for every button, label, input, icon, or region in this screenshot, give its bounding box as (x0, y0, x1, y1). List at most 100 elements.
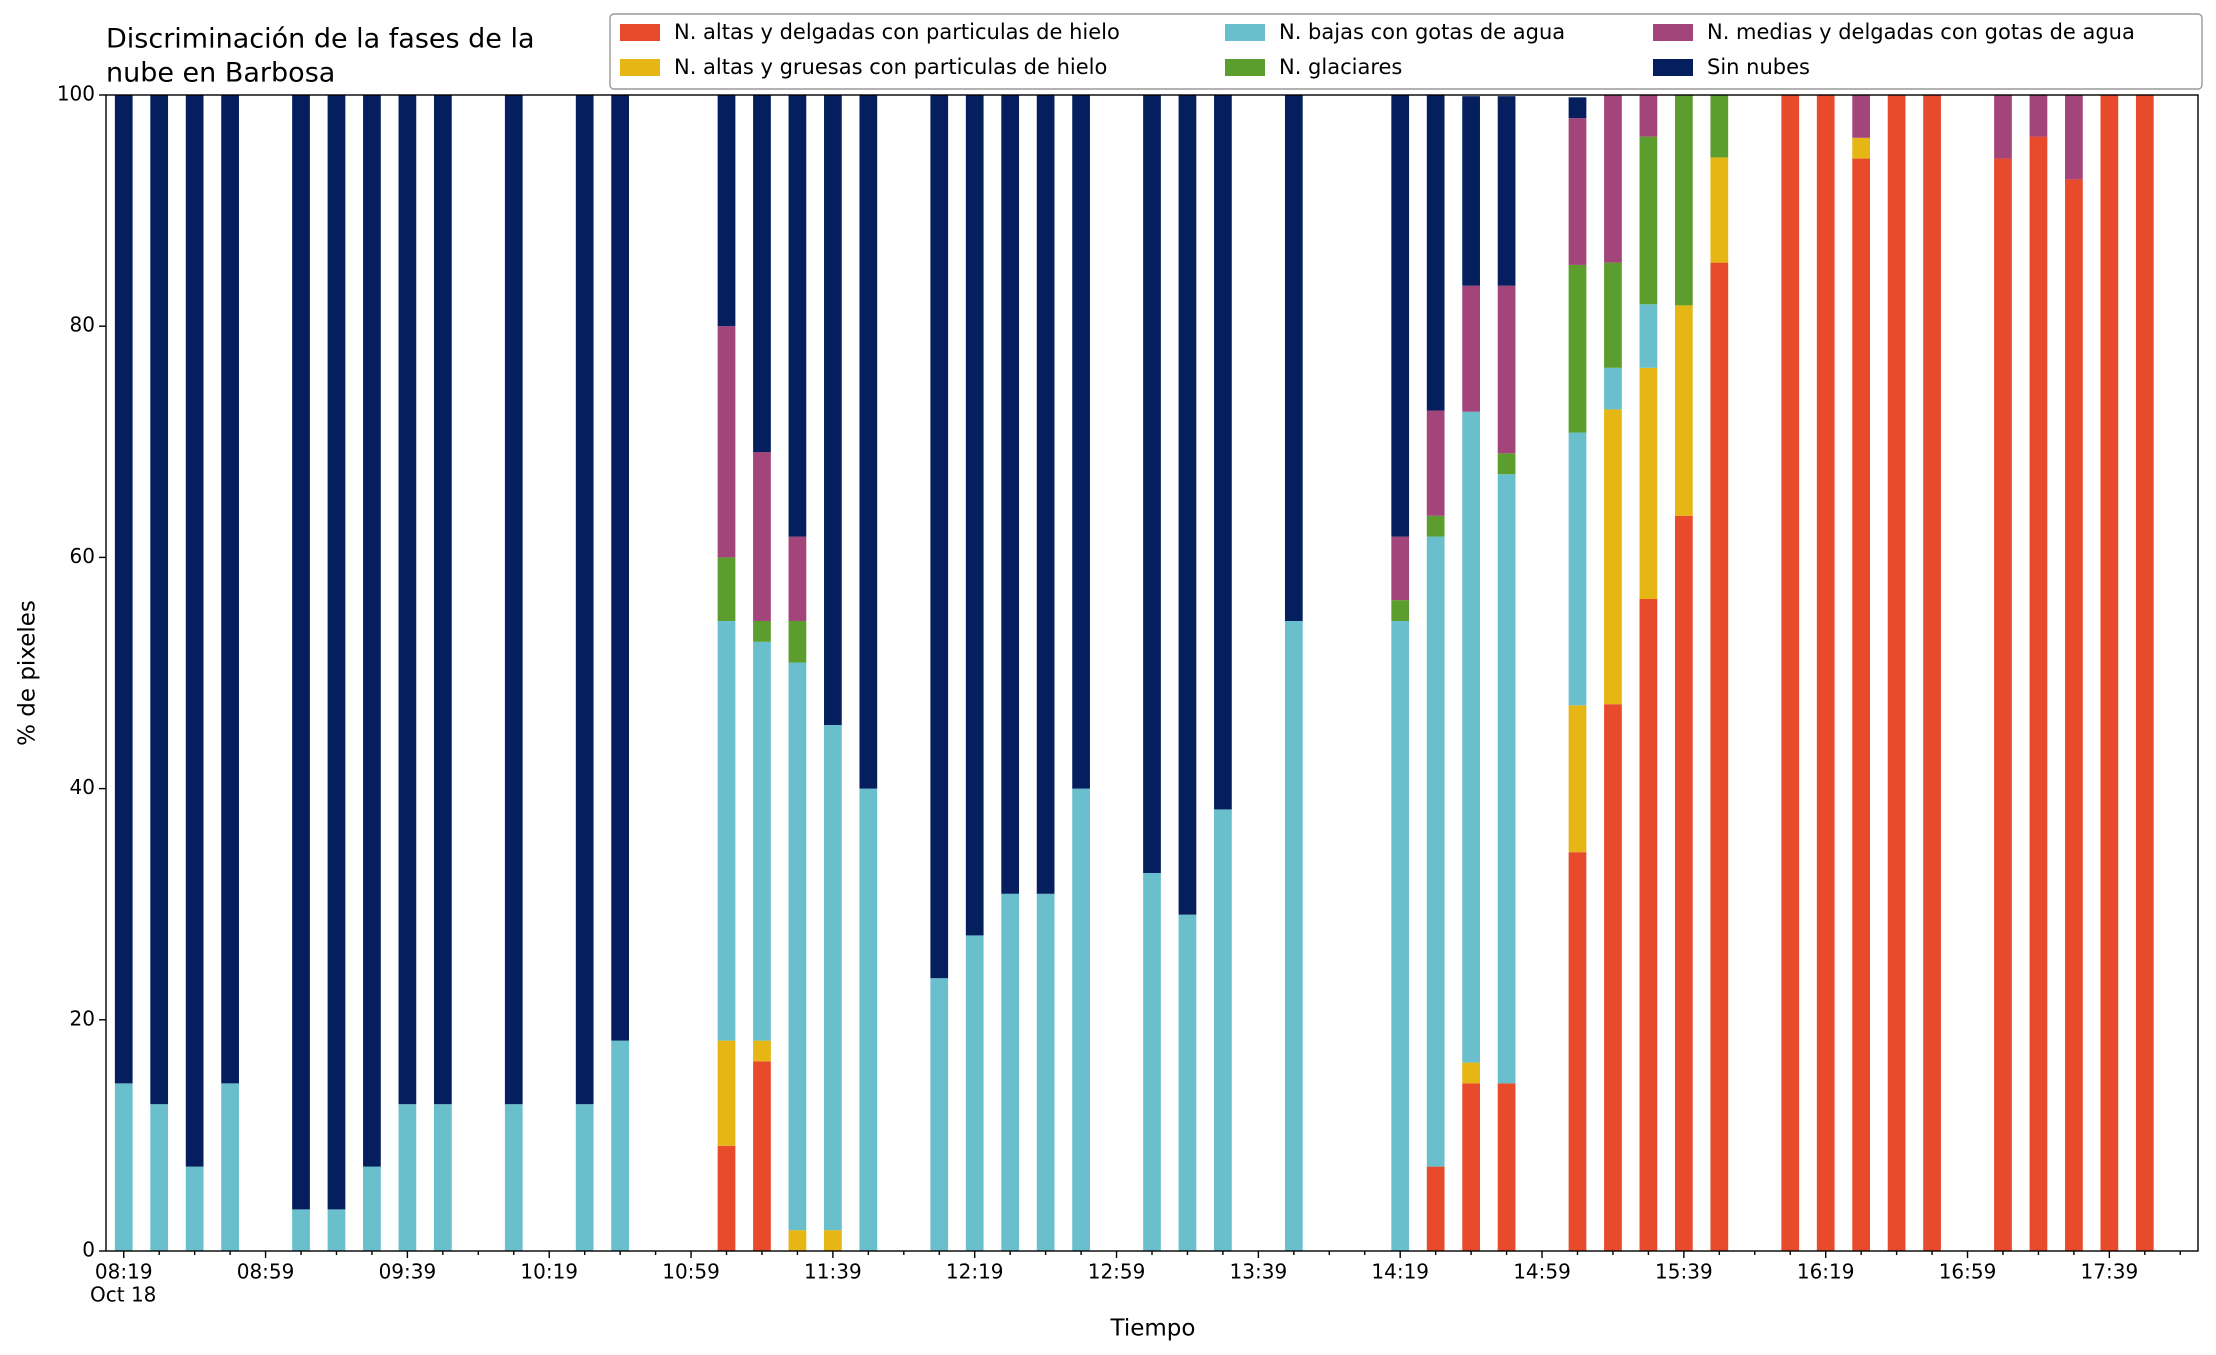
bar-segment (788, 95, 807, 537)
bar-segment (1710, 95, 1729, 158)
bar-segment (824, 725, 842, 1231)
bar-segment (398, 1104, 417, 1251)
bar-segment (1852, 158, 1871, 1252)
bar-segment (1887, 95, 1906, 1251)
bar-segment (1923, 95, 1941, 1251)
bar-segment (824, 1230, 842, 1251)
bar-segment (1497, 285, 1516, 454)
bar-segment (753, 641, 771, 1041)
x-tick-label: 16:59 (1939, 1260, 1997, 1284)
bar-segment (1604, 95, 1622, 263)
bar-segment (1852, 137, 1871, 159)
bar-segment (965, 935, 984, 1251)
bar-segment (1710, 157, 1729, 263)
x-tick-label: 08:19 (95, 1260, 153, 1284)
bar-segment (1604, 704, 1622, 1251)
bar-segment (1639, 367, 1658, 600)
x-tick-label: 12:19 (946, 1260, 1004, 1284)
legend-label: N. bajas con gotas de agua (1279, 20, 1565, 44)
bar-segment (1462, 96, 1480, 286)
y-tick-label: 100 (57, 82, 95, 106)
bar-segment (1462, 285, 1480, 412)
bar-segment (1143, 95, 1161, 873)
legend-swatch (1653, 59, 1693, 76)
bar-segment (1781, 95, 1800, 1251)
bar-segment (1639, 136, 1658, 305)
bar-segment (2065, 179, 2083, 1252)
bar-segment (753, 452, 771, 621)
bar-segment (363, 95, 381, 1167)
x-tick-label: 08:59 (237, 1260, 295, 1284)
x-tick-label: 11:39 (804, 1260, 862, 1284)
bar-segment (1426, 1166, 1445, 1251)
legend-label: N. altas y gruesas con particulas de hie… (674, 55, 1107, 79)
bar-segment (1462, 1062, 1480, 1084)
bar-segment (292, 1209, 310, 1251)
bar-segment (965, 95, 984, 936)
legend-swatch (620, 59, 660, 76)
bar-segment (504, 95, 523, 1105)
bar-segment (327, 1209, 346, 1251)
bar-segment (1391, 536, 1410, 601)
bar-segment (1994, 158, 2012, 1252)
legend-label: N. glaciares (1279, 55, 1402, 79)
bar-segment (859, 95, 878, 789)
bar-segment (1001, 95, 1020, 894)
bar-segment (717, 620, 736, 1041)
bar-segment (859, 788, 878, 1251)
bar-segment (717, 95, 736, 327)
bar-segment (1462, 411, 1480, 1063)
bar-segment (611, 95, 629, 1041)
bar-segment (150, 1104, 169, 1251)
bar-segment (1284, 95, 1303, 621)
legend-swatch (1225, 59, 1265, 76)
x-tick-label: 13:39 (1230, 1260, 1288, 1284)
legend-label: N. medias y delgadas con gotas de agua (1707, 20, 2135, 44)
bar-segment (1143, 872, 1161, 1251)
bar-segment (2029, 95, 2048, 137)
bar-segment (327, 95, 346, 1210)
bar-segment (611, 1040, 629, 1251)
bar-segment (1568, 432, 1587, 706)
bar-segment (433, 95, 452, 1105)
bar-segment (221, 1083, 239, 1251)
bar-segment (1036, 95, 1055, 894)
bar-segment (1710, 262, 1729, 1251)
x-tick-label: 14:19 (1371, 1260, 1429, 1284)
bar-segment (1391, 95, 1410, 537)
bar-segment (2135, 95, 2154, 1251)
x-tick-label: 12:59 (1088, 1260, 1146, 1284)
bar-segment (1214, 809, 1232, 1251)
bar-segment (1675, 305, 1693, 516)
bar-segment (2100, 95, 2119, 1251)
bar-segment (1639, 95, 1658, 137)
legend-swatch (1225, 24, 1265, 41)
bar-segment (1568, 852, 1587, 1251)
x-tick-label: 17:39 (2081, 1260, 2139, 1284)
legend-swatch (620, 24, 660, 41)
bar-segment (1426, 95, 1445, 411)
x-sublabel: Oct 18 (90, 1283, 156, 1307)
bar-segment (1284, 620, 1303, 1251)
x-tick-label: 09:39 (379, 1260, 437, 1284)
x-tick-label: 14:59 (1513, 1260, 1571, 1284)
bar-segment (433, 1104, 452, 1251)
bar-segment (1178, 95, 1197, 915)
bar-segment (1639, 599, 1658, 1251)
chart-title: Discriminación de la fases de la (106, 24, 535, 55)
bar-segment (1639, 304, 1658, 368)
bar-segment (1001, 893, 1020, 1251)
bar-segment (1675, 95, 1693, 306)
bar-segment (1178, 914, 1197, 1251)
bar-segment (1568, 705, 1587, 853)
bar-segment (1568, 264, 1587, 433)
bar-segment (788, 662, 807, 1231)
bar-segment (1391, 600, 1410, 621)
bar-segment (1497, 474, 1516, 1084)
bar-segment (1072, 788, 1090, 1251)
x-tick-label: 15:39 (1655, 1260, 1713, 1284)
bar-segment (1852, 95, 1871, 138)
bar-segment (753, 1061, 771, 1251)
bar-segment (717, 1145, 736, 1251)
